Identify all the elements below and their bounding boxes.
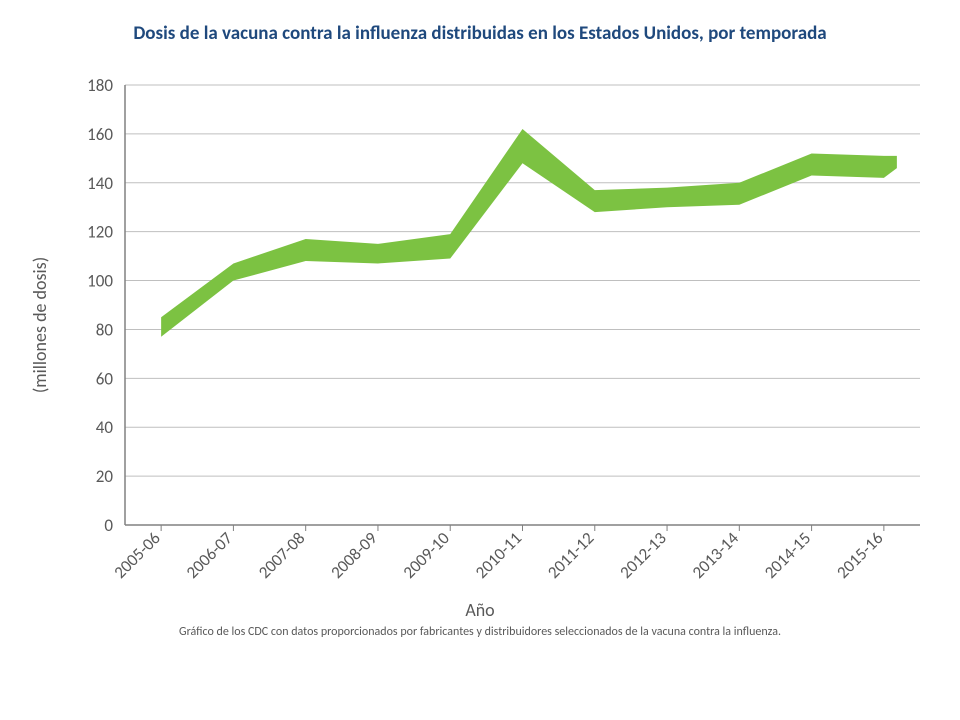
chart-title: Dosis de la vacuna contra la influenza d… bbox=[0, 0, 960, 55]
chart-container: (millones de dosis) 0 20 40 60 80 100 120 140 16… bbox=[0, 55, 960, 595]
y-tick-label: 140 bbox=[87, 173, 113, 194]
x-tick-label: 2007-08 bbox=[254, 528, 309, 583]
y-tick-label: 120 bbox=[87, 222, 113, 243]
series-band bbox=[161, 129, 897, 337]
y-tick-label: 80 bbox=[96, 319, 114, 340]
chart-footnote: Gráfico de los CDC con datos proporciona… bbox=[0, 625, 960, 639]
y-tick-label: 0 bbox=[104, 515, 113, 536]
chart-svg: 0 20 40 60 80 100 120 140 160 180 2005-06 2006-07 20… bbox=[0, 55, 960, 595]
y-tick-label: 100 bbox=[87, 271, 113, 292]
y-axis-label: (millones de dosis) bbox=[29, 257, 51, 393]
x-tick-label: 2008-09 bbox=[326, 527, 381, 582]
x-tick-label: 2010-11 bbox=[471, 528, 526, 583]
x-tick-label: 2011-12 bbox=[543, 528, 598, 583]
x-tick-label: 2009-10 bbox=[399, 527, 454, 582]
y-tick-label: 160 bbox=[87, 124, 113, 145]
x-tick-label: 2014-15 bbox=[760, 528, 815, 583]
x-tick-label: 2005-06 bbox=[110, 527, 165, 582]
y-tick-label: 60 bbox=[96, 368, 114, 389]
x-tick-label: 2012-13 bbox=[615, 528, 670, 583]
y-tick-label: 40 bbox=[96, 417, 114, 438]
x-axis-label: Año bbox=[0, 599, 960, 621]
y-tick-label: 20 bbox=[96, 466, 114, 487]
x-tick-label: 2015-16 bbox=[832, 527, 887, 582]
x-tick-label: 2013-14 bbox=[688, 527, 743, 582]
x-tick-label: 2006-07 bbox=[182, 527, 237, 582]
y-tick-label: 180 bbox=[87, 75, 113, 96]
